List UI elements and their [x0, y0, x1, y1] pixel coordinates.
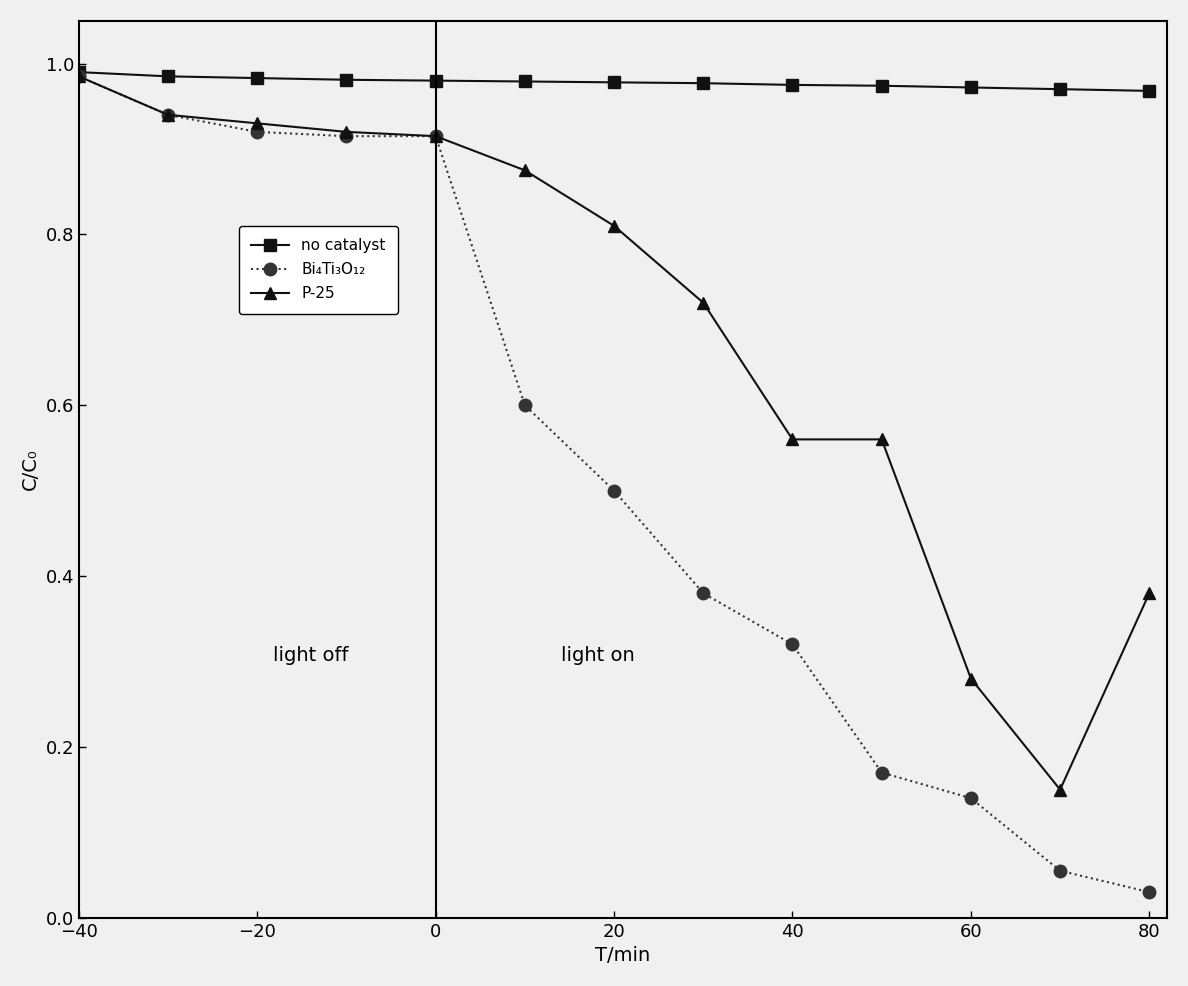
Bi₄Ti₃O₁₂ [607, 485, 621, 497]
X-axis label: T/min: T/min [595, 947, 651, 965]
no catalyst [963, 82, 978, 94]
Line: Bi₄Ti₃O₁₂: Bi₄Ti₃O₁₂ [72, 70, 1156, 898]
no catalyst [1053, 83, 1067, 95]
P-25 [963, 672, 978, 684]
Bi₄Ti₃O₁₂ [785, 639, 800, 651]
Line: no catalyst: no catalyst [72, 66, 1156, 98]
P-25 [71, 70, 86, 82]
Bi₄Ti₃O₁₂ [963, 792, 978, 804]
Text: light on: light on [561, 647, 634, 666]
Bi₄Ti₃O₁₂ [696, 588, 710, 599]
P-25 [874, 434, 889, 446]
Bi₄Ti₃O₁₂ [160, 108, 175, 120]
P-25 [340, 126, 354, 138]
Bi₄Ti₃O₁₂ [1142, 886, 1156, 898]
Bi₄Ti₃O₁₂ [874, 767, 889, 779]
P-25 [1053, 784, 1067, 796]
Y-axis label: C/C₀: C/C₀ [21, 449, 40, 490]
P-25 [518, 165, 532, 176]
Bi₄Ti₃O₁₂ [71, 70, 86, 82]
Bi₄Ti₃O₁₂ [1053, 865, 1067, 877]
no catalyst [874, 80, 889, 92]
no catalyst [160, 70, 175, 82]
Bi₄Ti₃O₁₂ [429, 130, 443, 142]
P-25 [429, 130, 443, 142]
no catalyst [71, 66, 86, 78]
Bi₄Ti₃O₁₂ [340, 130, 354, 142]
no catalyst [607, 77, 621, 89]
P-25 [249, 117, 264, 129]
no catalyst [429, 75, 443, 87]
Text: light off: light off [273, 647, 348, 666]
no catalyst [518, 76, 532, 88]
no catalyst [1142, 85, 1156, 97]
no catalyst [785, 79, 800, 91]
Bi₄Ti₃O₁₂ [518, 399, 532, 411]
P-25 [696, 297, 710, 309]
no catalyst [340, 74, 354, 86]
Bi₄Ti₃O₁₂ [249, 126, 264, 138]
P-25 [1142, 588, 1156, 599]
P-25 [607, 220, 621, 232]
Line: P-25: P-25 [72, 70, 1156, 796]
P-25 [785, 434, 800, 446]
P-25 [160, 108, 175, 120]
no catalyst [249, 72, 264, 84]
Legend: no catalyst, Bi₄Ti₃O₁₂, P-25: no catalyst, Bi₄Ti₃O₁₂, P-25 [239, 226, 398, 314]
no catalyst [696, 77, 710, 89]
